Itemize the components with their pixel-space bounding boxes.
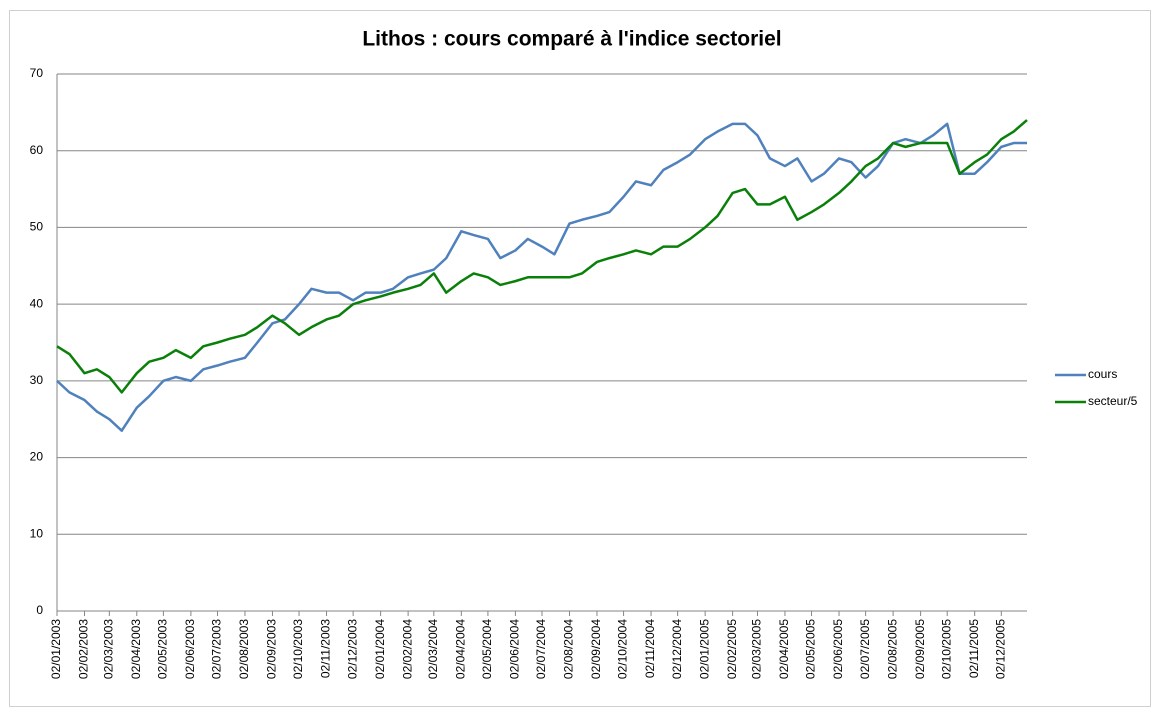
x-tick-label: 02/08/2004 <box>562 619 576 679</box>
y-tick-label: 40 <box>30 296 44 310</box>
x-tick-label: 02/01/2005 <box>697 619 711 679</box>
x-tick-label: 02/07/2003 <box>210 619 224 679</box>
legend-label: secteur/5 <box>1088 394 1138 408</box>
x-tick-label: 02/12/2003 <box>345 619 359 679</box>
y-tick-label: 70 <box>30 66 44 80</box>
chart-frame <box>9 10 1151 707</box>
x-tick-label: 02/09/2004 <box>589 619 603 679</box>
y-tick-label: 10 <box>30 526 44 540</box>
x-tick-label: 02/12/2004 <box>670 619 684 679</box>
x-tick-label: 02/06/2004 <box>508 619 522 679</box>
x-tick-label: 02/10/2004 <box>616 619 630 679</box>
legend-label: cours <box>1088 367 1117 381</box>
x-tick-label: 02/12/2005 <box>993 619 1007 679</box>
x-tick-label: 02/03/2003 <box>101 619 115 679</box>
x-tick-label: 02/01/2004 <box>373 619 387 679</box>
x-tick-label: 02/05/2004 <box>480 619 494 679</box>
x-tick-label: 02/08/2003 <box>237 619 251 679</box>
x-tick-label: 02/11/2004 <box>643 619 657 678</box>
x-tick-label: 02/11/2003 <box>319 619 333 678</box>
x-tick-label: 02/09/2005 <box>913 619 927 679</box>
x-tick-label: 02/06/2005 <box>831 619 845 679</box>
x-tick-label: 02/08/2005 <box>885 619 899 679</box>
y-tick-label: 0 <box>36 603 43 617</box>
x-tick-label: 02/05/2003 <box>156 619 170 679</box>
x-tick-label: 02/03/2005 <box>750 619 764 679</box>
x-tick-label: 02/02/2005 <box>725 619 739 679</box>
x-tick-label: 02/10/2003 <box>291 619 305 679</box>
x-tick-label: 02/03/2004 <box>426 619 440 679</box>
x-tick-label: 02/04/2003 <box>129 619 143 679</box>
x-tick-label: 02/04/2004 <box>453 619 467 679</box>
x-tick-label: 02/07/2005 <box>858 619 872 679</box>
x-tick-label: 02/09/2003 <box>265 619 279 679</box>
y-tick-label: 30 <box>30 373 44 387</box>
x-tick-label: 02/07/2004 <box>534 619 548 679</box>
x-tick-label: 02/01/2003 <box>49 619 63 679</box>
x-tick-label: 02/02/2004 <box>400 619 414 679</box>
line-series <box>56 122 1027 432</box>
x-tick-label: 02/11/2005 <box>967 619 981 678</box>
x-tick-label: 02/06/2003 <box>183 619 197 679</box>
x-tick-label: 02/02/2003 <box>77 619 91 679</box>
x-tick-label: 02/10/2005 <box>939 619 953 679</box>
y-tick-label: 60 <box>30 143 44 157</box>
line-series <box>56 119 1028 394</box>
x-tick-label: 02/04/2005 <box>777 619 791 679</box>
chart-title: Lithos : cours comparé à l'indice sector… <box>362 28 781 51</box>
y-tick-label: 50 <box>30 220 44 234</box>
y-tick-label: 20 <box>30 450 44 464</box>
x-tick-label: 02/05/2005 <box>804 619 818 679</box>
